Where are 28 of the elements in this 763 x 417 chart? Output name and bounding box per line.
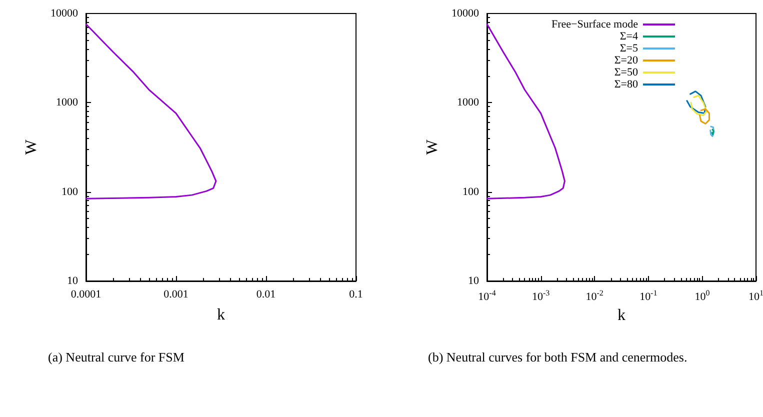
text: (a) Neutral curve for FSM — [48, 350, 185, 364]
y-axis-title: W — [424, 138, 442, 155]
text: (b) Neutral curves for both FSM and cenermodes. — [428, 350, 688, 364]
legend-label: Σ=4 — [620, 30, 638, 42]
x-tick-label: 0.1 — [349, 288, 363, 300]
x-tick-label: 0.0001 — [70, 288, 102, 300]
y-tick-label: 1000 — [457, 96, 480, 109]
x-tick-label: 0.01 — [256, 288, 276, 300]
y-tick-label: 10000 — [452, 8, 480, 20]
y-axis-title: W — [23, 138, 40, 155]
line-series — [686, 90, 706, 114]
x-axis-title: k — [618, 306, 626, 324]
legend-label: Σ=20 — [614, 54, 638, 66]
legend-label: Free−Surface mode — [551, 18, 638, 30]
y-tick-label: 10 — [67, 275, 78, 287]
y-tick-label: 1000 — [56, 96, 78, 109]
y-tick-label: 100 — [62, 186, 78, 198]
y-tick-label: 10 — [468, 275, 480, 287]
line-series — [710, 126, 715, 138]
x-axis-title: k — [217, 306, 225, 324]
line-series — [690, 94, 708, 116]
legend-label: Σ=80 — [614, 78, 638, 90]
line-series — [698, 108, 710, 125]
x-tick-label: 0.001 — [164, 288, 188, 300]
y-tick-label: 10000 — [50, 8, 78, 20]
legend-label: Σ=5 — [620, 42, 638, 54]
y-tick-label: 100 — [462, 186, 480, 198]
legend-label: Σ=50 — [614, 66, 638, 78]
